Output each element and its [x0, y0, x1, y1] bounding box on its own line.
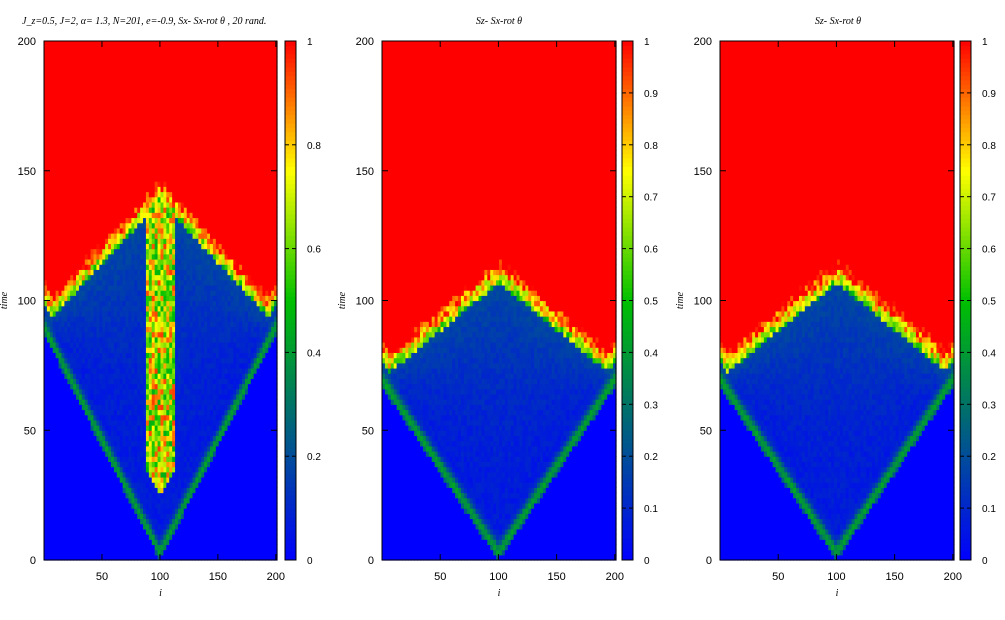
heatmap-cells: [44, 41, 278, 561]
